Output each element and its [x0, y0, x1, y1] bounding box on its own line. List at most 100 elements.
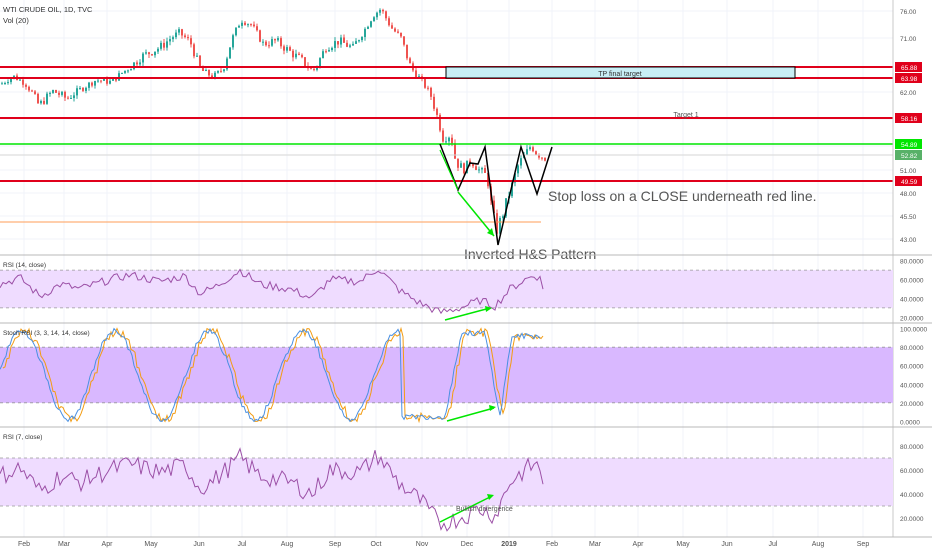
indicator-tick: 80.0000 — [900, 259, 924, 266]
candle-body — [154, 51, 156, 56]
candle-body — [349, 45, 351, 47]
tp-label: TP final target — [598, 71, 642, 78]
y-tick-label: 51.00 — [900, 168, 917, 175]
candle-body — [262, 41, 264, 43]
candle-body — [298, 53, 300, 55]
candle-body — [268, 45, 270, 47]
candle-body — [82, 87, 84, 91]
candle-body — [376, 12, 378, 18]
candle-body — [79, 87, 81, 89]
candle-body — [31, 90, 33, 92]
candle-body — [238, 25, 240, 28]
indicator-tick: 60.0000 — [900, 468, 924, 475]
candle-body — [100, 80, 102, 82]
x-tick-label: Aug — [812, 541, 825, 548]
x-tick-label: Jul — [769, 541, 778, 548]
candle-body — [439, 114, 441, 131]
x-tick-label: May — [676, 541, 690, 548]
candle-body — [76, 88, 78, 96]
candle-body — [178, 29, 180, 33]
x-tick-label: Mar — [58, 541, 71, 548]
candle-body — [181, 29, 183, 36]
stop-loss-note: Stop loss on a CLOSE underneath red line… — [548, 188, 817, 204]
candle-body — [127, 70, 129, 72]
candle-body — [295, 53, 297, 58]
target1-label: Target 1 — [673, 112, 698, 119]
candle-body — [241, 22, 243, 26]
candle-body — [166, 41, 168, 48]
rsi-line — [0, 268, 544, 315]
candle-body — [463, 163, 465, 174]
candle-body — [184, 35, 186, 38]
candle-body — [244, 22, 246, 25]
candle-body — [400, 32, 402, 37]
candle-body — [358, 40, 360, 42]
candle-body — [427, 87, 429, 89]
price-axis — [893, 0, 932, 550]
tp-box — [445, 66, 796, 79]
stoch-k-line — [0, 327, 541, 423]
indicator-tick: 40.0000 — [900, 492, 924, 499]
candle-body — [115, 78, 117, 81]
candle-body — [19, 79, 21, 81]
candle-body — [481, 168, 483, 170]
candle-body — [22, 79, 24, 85]
candle-body — [211, 75, 213, 79]
candle-body — [151, 54, 153, 56]
candle-body — [496, 213, 498, 234]
candle-body — [451, 137, 453, 144]
candle-body — [253, 24, 255, 27]
indicator-tick: 80.0000 — [900, 444, 924, 451]
candle-body — [346, 42, 348, 47]
candle-body — [283, 46, 285, 51]
candle-body — [193, 44, 195, 57]
candle-body — [478, 169, 480, 171]
candle-body — [325, 51, 327, 53]
divergence-arrow — [446, 407, 495, 422]
candle-body — [355, 41, 357, 44]
divergence-arrow — [439, 495, 493, 523]
candle-body — [124, 70, 126, 73]
candle-body — [337, 41, 339, 45]
candle-body — [265, 41, 267, 46]
indicator-tick: 80.0000 — [900, 345, 924, 352]
candle-body — [196, 55, 198, 57]
green-guide — [439, 149, 459, 191]
y-tick-label: 48.00 — [900, 191, 917, 198]
price-badge-label: 63.98 — [901, 76, 918, 83]
candle-body — [514, 173, 516, 183]
candle-body — [217, 70, 219, 73]
candle-body — [472, 164, 474, 167]
bullish-divergence-label: Bullish divergence — [456, 506, 513, 513]
candle-body — [403, 36, 405, 45]
x-tick-label: Jul — [238, 541, 247, 548]
candle-body — [49, 92, 51, 94]
candle-body — [91, 82, 93, 86]
candle-body — [502, 216, 504, 218]
candle-body — [430, 87, 432, 97]
candle-body — [517, 165, 519, 174]
candle-body — [37, 93, 39, 104]
candle-body — [424, 78, 426, 88]
candle-body — [214, 72, 216, 79]
indicator-label: RSI (14, close) — [3, 262, 46, 269]
candle-body — [232, 35, 234, 48]
candle-body — [73, 95, 75, 98]
candle-body — [70, 97, 72, 99]
candle-body — [289, 47, 291, 51]
price-badge — [895, 150, 922, 160]
candle-body — [505, 198, 507, 217]
candle-body — [61, 91, 63, 95]
candle-body — [286, 47, 288, 51]
arrow-head — [487, 494, 494, 500]
candle-body — [475, 166, 477, 171]
price-badge-label: 49.59 — [901, 179, 918, 186]
candle-body — [28, 86, 30, 91]
candle-body — [391, 25, 393, 29]
indicator-band — [0, 458, 893, 506]
candle-body — [361, 37, 363, 41]
candle-body — [304, 57, 306, 67]
candle-body — [493, 200, 495, 214]
candle-body — [385, 11, 387, 19]
